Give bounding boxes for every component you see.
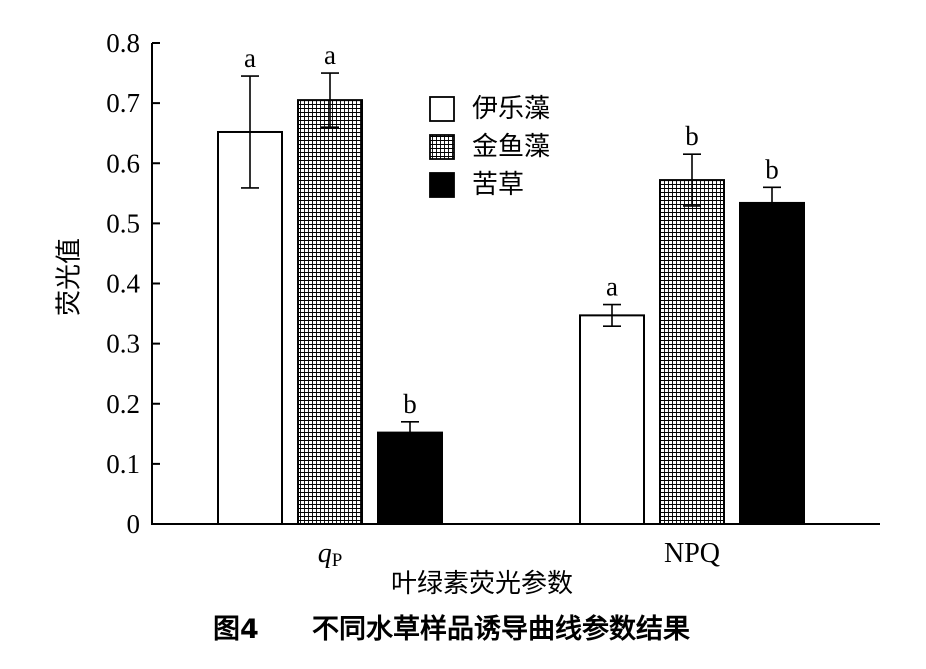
y-ticks: 0 0.1 0.2 0.3 0.4 0.5 0.6 0.7 0.8	[106, 28, 160, 539]
x-axis-label: 叶绿素荧光参数	[391, 569, 573, 599]
significance-letters: a a a b b b	[244, 40, 779, 419]
legend-swatch	[429, 96, 455, 122]
x-category-labels: qP NPQ	[318, 538, 720, 571]
y-tick-label: 0.5	[106, 208, 140, 238]
y-tick-label: 0.4	[106, 269, 140, 299]
legend-swatch	[429, 134, 455, 160]
legend-label: 金鱼藻	[472, 132, 550, 162]
y-tick-label: 0.1	[106, 449, 140, 479]
bar	[739, 201, 805, 525]
legend-swatch	[429, 172, 455, 198]
y-tick-label: 0.2	[106, 389, 140, 419]
y-tick-label: 0.3	[106, 329, 140, 359]
y-tick-label: 0.7	[106, 88, 140, 118]
bar	[217, 130, 283, 526]
significance-letter: b	[685, 121, 699, 151]
significance-letter: b	[403, 389, 417, 419]
significance-letter: a	[244, 43, 256, 73]
significance-letter: a	[324, 40, 336, 70]
figure-caption-title: 不同水草样品诱导曲线参数结果	[312, 613, 690, 645]
y-tick-label: 0.8	[106, 28, 140, 58]
significance-letter: b	[765, 154, 779, 184]
y-axis-label: 荧光值	[55, 238, 85, 316]
legend-label: 苦草	[472, 170, 524, 200]
y-tick-label: 0	[127, 509, 141, 539]
bars	[217, 99, 805, 526]
error-bars	[241, 72, 781, 445]
significance-letter: a	[606, 272, 618, 302]
figure-caption-label: 图4	[213, 614, 259, 645]
bar	[579, 314, 645, 525]
legend-label: 伊乐藻	[472, 94, 550, 124]
bar	[377, 431, 443, 525]
y-tick-label: 0.6	[106, 148, 140, 178]
bar	[659, 179, 725, 526]
x-category-label: NPQ	[664, 538, 720, 569]
x-category-label: qP	[318, 538, 343, 571]
bar	[297, 99, 363, 526]
